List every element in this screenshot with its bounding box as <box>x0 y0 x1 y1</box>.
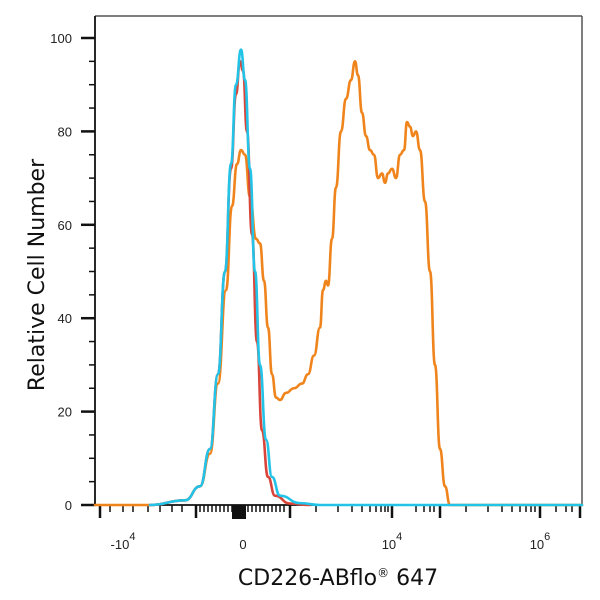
registered-mark: ® <box>377 566 389 580</box>
x-tick-label: -104 <box>111 531 136 552</box>
x-tick-label: 104 <box>382 531 403 552</box>
x-axis-ticks: -104 0 104 106 <box>98 505 582 552</box>
x-tick-label: 106 <box>530 531 551 552</box>
series-cyan-line <box>148 48 584 507</box>
series-red-line <box>148 60 312 507</box>
zero-tick-cluster <box>232 505 246 519</box>
series-orange-line <box>93 60 584 507</box>
y-tick-label: 100 <box>50 31 72 46</box>
y-axis-ticks: 0 20 40 60 80 100 <box>50 31 95 513</box>
x-tick-label: 0 <box>239 537 246 552</box>
y-tick-label: 0 <box>65 498 72 513</box>
plot-frame <box>94 15 583 506</box>
histogram-series <box>93 48 584 507</box>
y-tick-label: 80 <box>58 124 72 139</box>
y-tick-label: 60 <box>58 218 72 233</box>
x-axis-title: CD226-ABflo® 647 <box>238 566 438 591</box>
y-tick-label: 40 <box>58 311 72 326</box>
y-axis-title: Relative Cell Number <box>25 158 50 391</box>
y-tick-label: 20 <box>58 405 72 420</box>
